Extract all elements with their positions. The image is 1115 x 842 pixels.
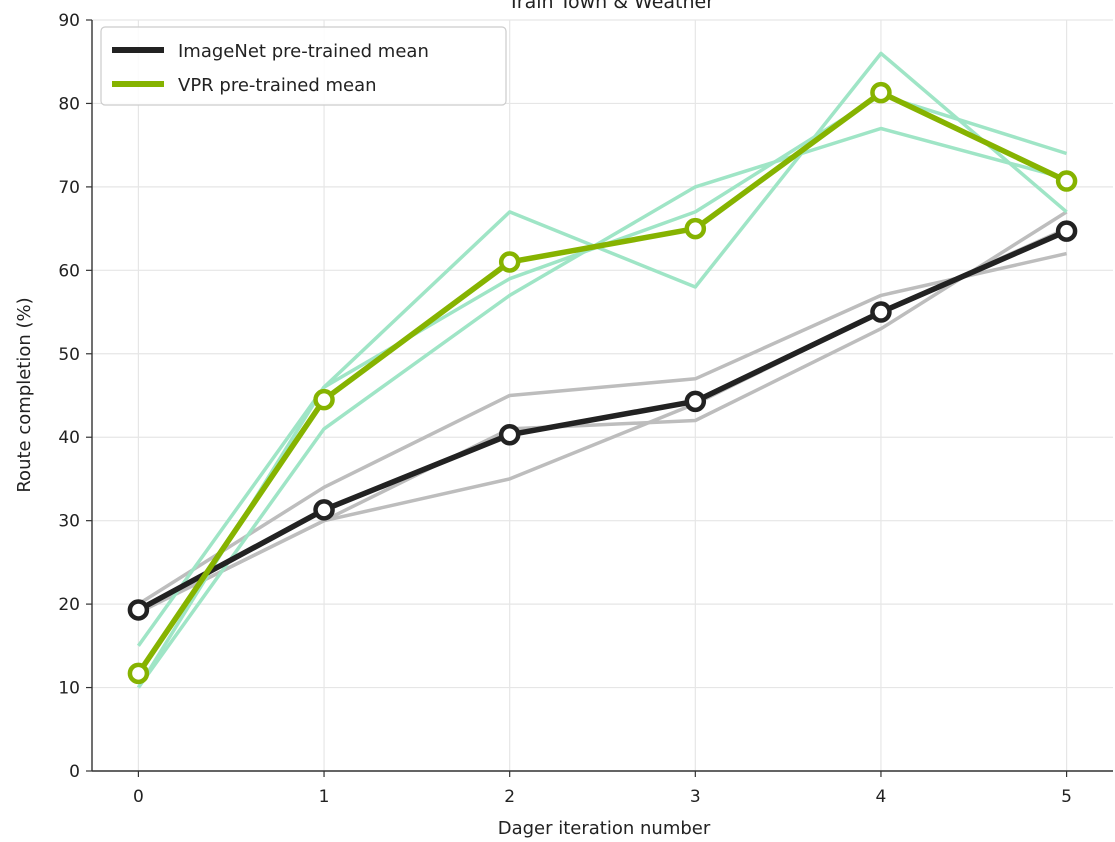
y-tick-label: 90 — [58, 11, 80, 31]
y-tick-label: 10 — [58, 679, 80, 699]
y-axis-label: Route completion (%) — [14, 297, 35, 492]
y-tick-label: 80 — [58, 94, 80, 114]
legend-label-vpr: VPR pre-trained mean — [178, 75, 377, 96]
chart-title: Train Town & Weather — [507, 0, 714, 13]
mean-marker-imagenet — [498, 423, 521, 446]
mean-marker-vpr — [498, 251, 521, 273]
mean-marker-imagenet — [684, 390, 707, 413]
run-line-1 — [137, 251, 1067, 606]
x-tick-label: 0 — [133, 787, 144, 807]
mean-marker-vpr — [127, 662, 150, 685]
mean-marker-vpr — [1055, 170, 1078, 192]
mean-marker-vpr — [870, 81, 892, 104]
mean-marker-imagenet — [313, 499, 335, 521]
mean-marker-vpr — [684, 217, 707, 240]
axes — [86, 19, 1113, 777]
mean-marker-imagenet — [1055, 220, 1078, 242]
mean-lines — [127, 81, 1078, 685]
mean-marker-vpr — [313, 388, 335, 411]
x-tick-label: 5 — [1061, 787, 1072, 807]
legend-box — [100, 26, 507, 106]
run-line-6 — [136, 93, 1068, 689]
tick-labels: 0 10 20 30 40 50 60 70 80 90 0 1 2 3 4 5 — [58, 11, 1072, 807]
y-tick-label: 50 — [58, 345, 80, 365]
run-line-3 — [137, 210, 1068, 615]
x-tick-label: 3 — [690, 787, 701, 807]
y-tick-label: 40 — [58, 428, 80, 448]
mean-line-imagenet — [137, 228, 1068, 613]
x-axis-label: Dager iteration number — [498, 818, 711, 839]
x-tick-label: 1 — [319, 787, 330, 807]
y-tick-label: 0 — [69, 762, 80, 782]
x-tick-label: 4 — [876, 787, 887, 807]
mean-marker-imagenet — [127, 599, 150, 621]
run-lines — [136, 51, 1068, 689]
run-line-4 — [136, 51, 1068, 647]
legend: ImageNet pre-trained mean VPR pre-traine… — [100, 26, 507, 106]
run-line-5 — [136, 126, 1068, 689]
legend-label-imagenet: ImageNet pre-trained mean — [178, 41, 429, 62]
y-tick-label: 30 — [58, 512, 80, 532]
y-tick-label: 20 — [58, 595, 80, 615]
mean-line-vpr — [136, 89, 1068, 675]
y-tick-label: 70 — [58, 178, 80, 198]
x-tick-label: 2 — [504, 787, 515, 807]
mean-marker-imagenet — [870, 301, 892, 323]
y-tick-label: 60 — [58, 261, 80, 281]
